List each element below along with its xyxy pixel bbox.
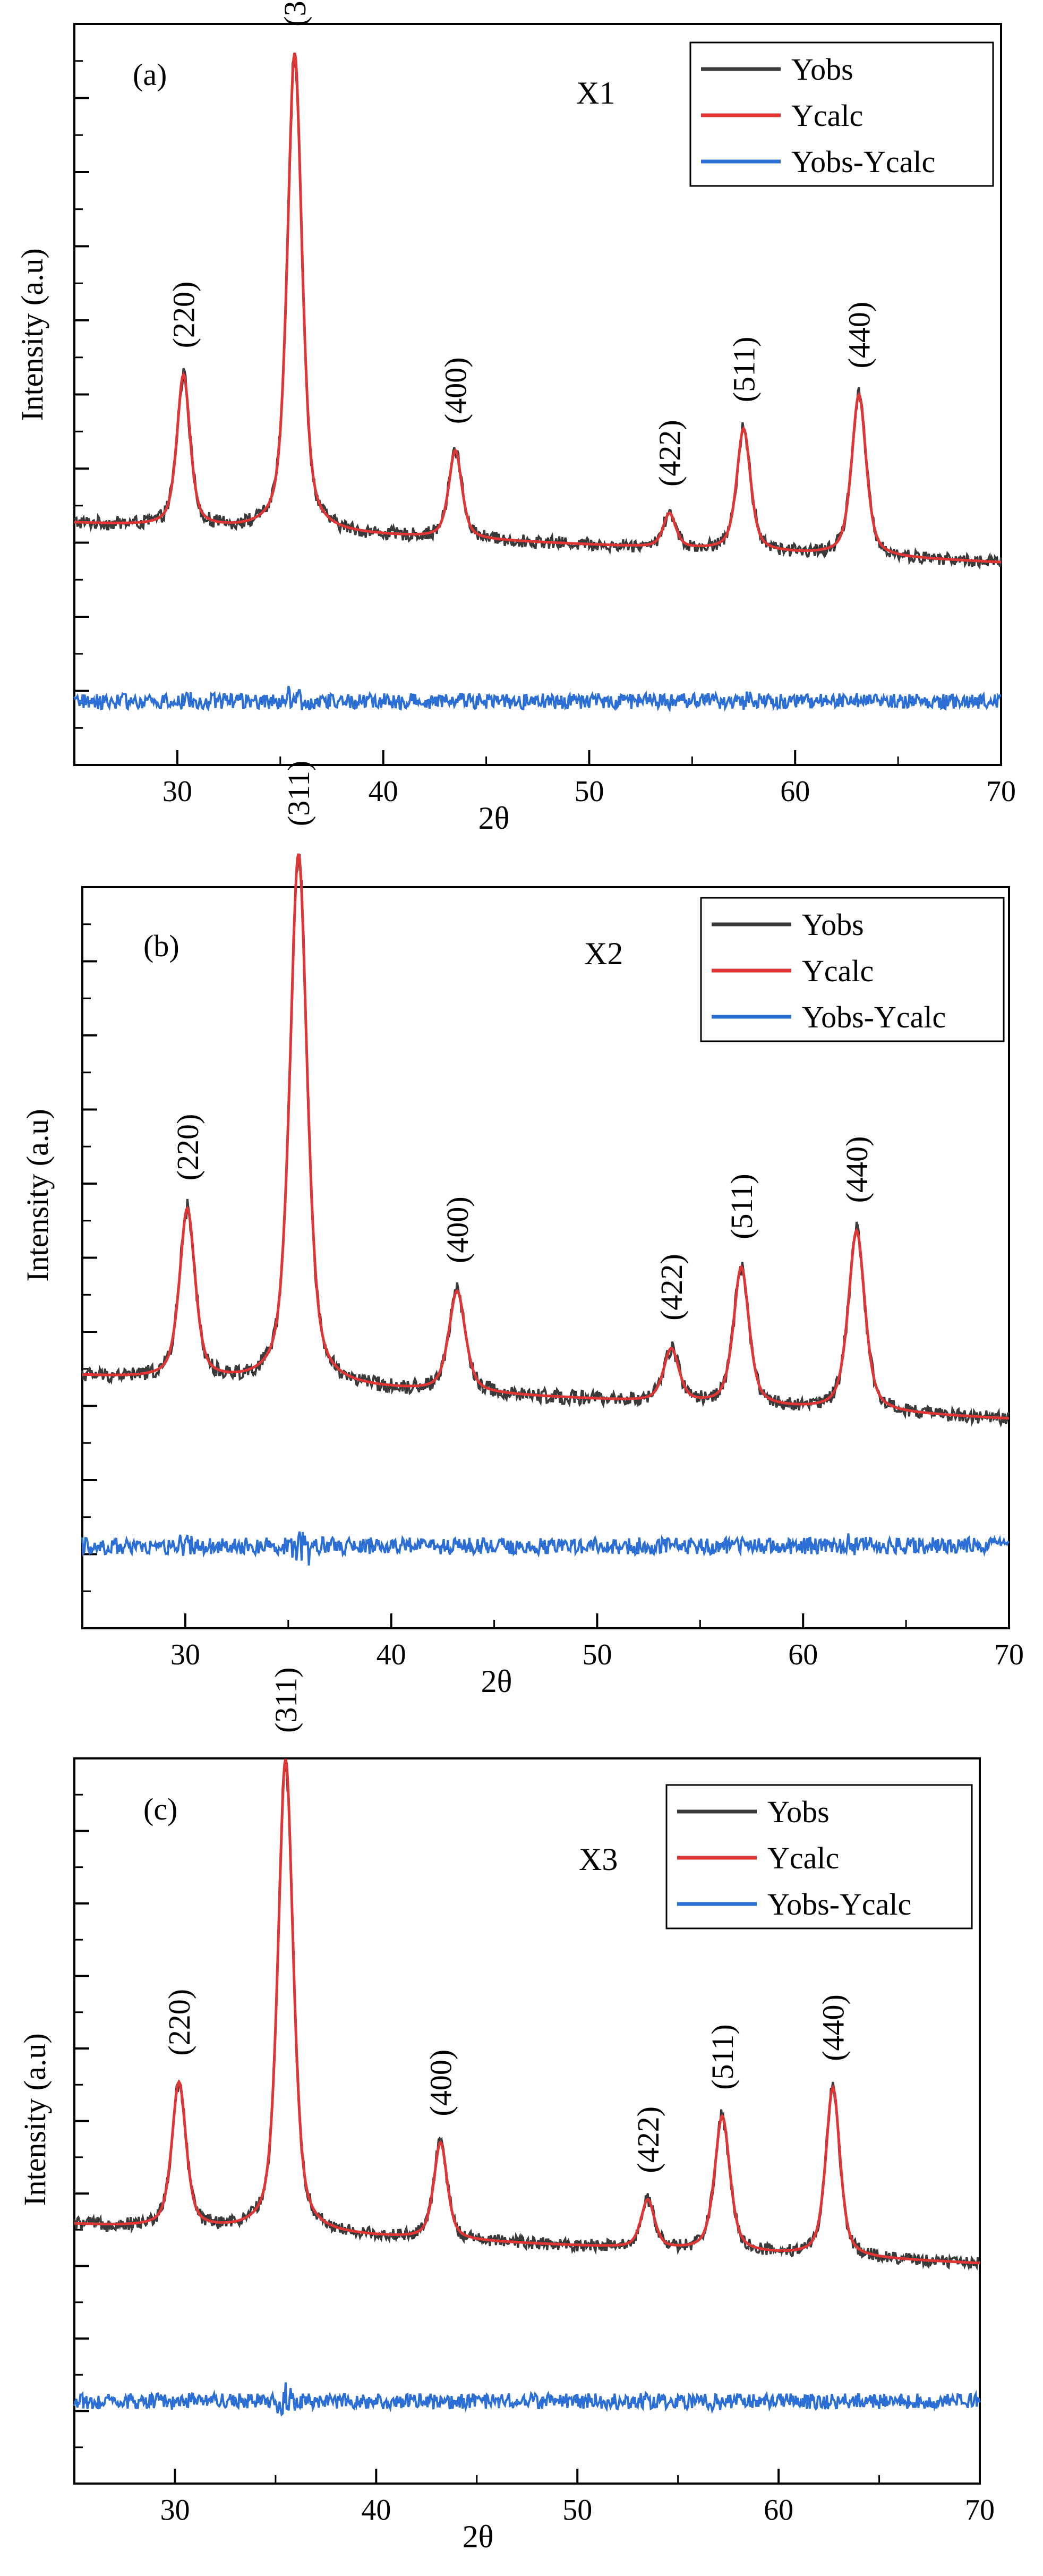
panel-c-xtick-label: 60 [764,2494,793,2527]
panel-b: (220) (311) (400) (422) (511) (440) 30 40 50 60 7… [20,761,1024,1699]
panel-b-calc-line [82,853,1010,1420]
panel-c-xlabel: 2θ [463,2519,494,2554]
panel-b-peak-label: (220) [170,1114,205,1181]
panel-c-legend: Yobs Ycalc Yobs-Ycalc [665,1784,973,1929]
panel-c-axis-ticks [73,1793,981,2484]
panel-c-diff-line [73,2382,981,2417]
panel-a-xtick-label: 50 [574,775,604,808]
panel-b-label: (b) [143,929,179,963]
panel-a-peak-label: (511) [726,337,761,402]
panel-a-xtick-label: 30 [163,775,192,808]
panel-c-legend-diff: Yobs-Ycalc [767,1887,911,1922]
panel-b-axis-ticks [81,923,1010,1628]
panel-c-legend-obs: Yobs [767,1795,830,1829]
panel-b-legend-obs: Yobs [802,907,864,942]
panel-a-legend-diff: Yobs-Ycalc [791,144,935,179]
panel-c-label: (c) [143,1792,177,1826]
panel-b-peak-label: (511) [724,1174,759,1239]
panel-b-legend-calc: Ycalc [802,954,874,988]
panel-c-peak-label: (220) [162,1989,196,2056]
panel-a: (220) (311) (400) (422) (511) (440) 30 40 50 60 7… [15,0,1016,836]
panel-a-calc-line [74,52,1001,564]
panel-b-xtick-label: 70 [994,1638,1024,1671]
panel-c-ylabel: Intensity (a.u) [18,2033,52,2206]
panel-a-sample: X1 [576,75,615,110]
panel-b-xtick-labels: 30 40 50 60 70 [170,1638,1024,1671]
panel-b-legend-diff: Yobs-Ycalc [802,1000,946,1034]
panel-a-ylabel: Intensity (a.u) [15,248,49,421]
panel-b-peak-label: (311) [281,761,316,826]
panel-b-peak-labels: (220) (311) (400) (422) (511) (440) [170,761,874,1321]
panel-c-peak-label: (511) [705,2024,740,2089]
panel-c-legend-calc: Ycalc [767,1841,839,1875]
panel-b-diff-line [81,1531,1010,1566]
panel-c-peak-label: (440) [816,1994,850,2061]
panel-a-diff-line [73,686,1002,713]
panel-c-xtick-label: 50 [562,2494,592,2527]
panel-a-peak-label: (400) [438,357,473,424]
panel-b-xtick-label: 40 [377,1638,406,1671]
panel-a-peak-labels: (220) (311) (400) (422) (511) (440) [167,0,877,487]
panel-a-legend-calc: Ycalc [791,98,863,133]
panel-b-xlabel: 2θ [481,1664,512,1699]
panel-b-xtick-label: 50 [582,1638,612,1671]
panel-c-xtick-label: 40 [361,2494,391,2527]
panel-a-label: (a) [133,57,167,92]
panel-a-peak-label: (311) [278,0,312,27]
panel-c-xtick-labels: 30 40 50 60 70 [160,2494,995,2527]
panel-b-sample: X2 [584,936,623,971]
panel-a-axis-ticks [73,60,1002,765]
panel-a-xtick-labels: 30 40 50 60 70 [163,775,1016,808]
panel-a-peak-label: (422) [653,420,687,487]
panel-b-peak-label: (440) [840,1136,874,1203]
panel-c-peak-labels: (220) (311) (400) (422) (511) (440) [162,1667,850,2173]
panel-b-peak-label: (422) [654,1254,689,1321]
panel-c-calc-line [74,1758,980,2265]
panel-c-peak-label: (311) [269,1667,303,1732]
panel-c: (220) (311) (400) (422) (511) (440) 30 40 50 60 7… [18,1667,995,2554]
panel-a-xtick-label: 40 [369,775,398,808]
panel-b-ylabel: Intensity (a.u) [20,1109,55,1281]
panel-c-sample: X3 [579,1842,618,1877]
panel-c-peak-label: (400) [424,2050,458,2116]
panel-b-xtick-label: 60 [788,1638,818,1671]
panel-a-legend-obs: Yobs [791,52,853,87]
panel-c-xtick-label: 70 [965,2494,995,2527]
panel-a-xlabel: 2θ [478,801,510,836]
panel-a-xtick-label: 70 [986,775,1016,808]
panel-a-xtick-label: 60 [780,775,810,808]
panel-b-legend: Yobs Ycalc Yobs-Ycalc [700,897,1005,1042]
panel-a-legend: Yobs Ycalc Yobs-Ycalc [689,41,994,187]
panel-b-peak-label: (400) [440,1196,475,1263]
panel-c-peak-label: (422) [631,2106,665,2173]
panel-a-peak-label: (440) [842,302,876,369]
panel-a-peak-label: (220) [167,282,201,348]
panel-b-xtick-label: 30 [170,1638,200,1671]
panel-c-xtick-label: 30 [160,2494,190,2527]
